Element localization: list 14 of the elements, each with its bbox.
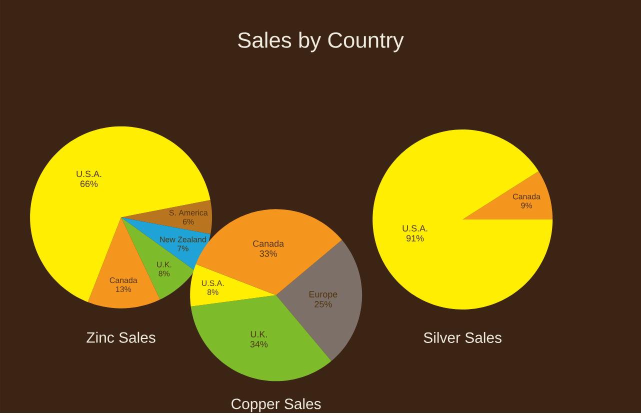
data-label: 33% <box>260 250 277 257</box>
data-label: 25% <box>314 300 332 308</box>
text: Silver Sales <box>424 332 502 343</box>
text: Zinc Sales <box>86 332 156 343</box>
slice-label: U.S.A. <box>402 224 428 232</box>
slice-label: U.K. <box>250 330 267 338</box>
slice-label: Europe <box>309 290 338 299</box>
data-label: 66% <box>80 180 98 187</box>
slice-label: Canada <box>253 240 284 247</box>
data-label: 91% <box>406 234 424 242</box>
data-label: 34% <box>250 340 268 348</box>
text: Copper Sales <box>232 398 321 412</box>
slice-label: U.S.A. <box>76 170 102 177</box>
text: Sales by Country <box>238 32 404 52</box>
